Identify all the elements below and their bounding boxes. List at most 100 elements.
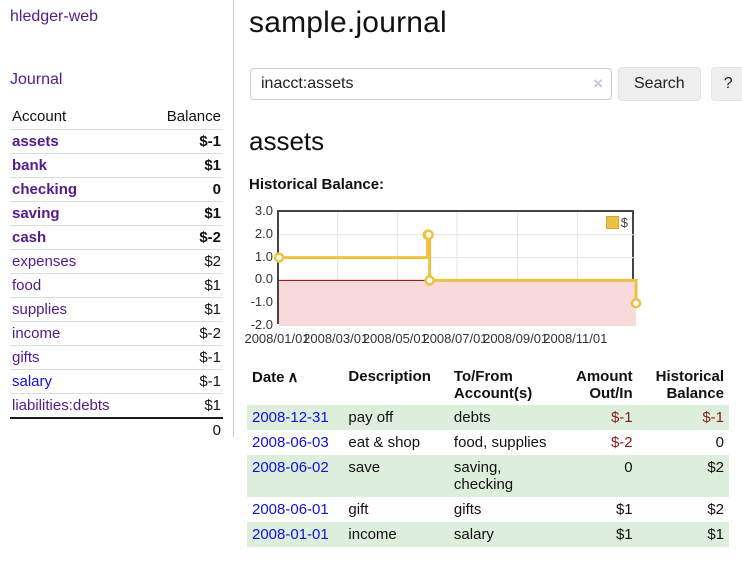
account-balance: 0 (145, 177, 223, 202)
transaction-balance: $2 (707, 459, 724, 476)
accounts-col-account: Account (10, 105, 146, 130)
chart-title: Historical Balance: (249, 176, 385, 193)
transaction-balance: $1 (707, 526, 724, 543)
account-row: liabilities:debts $1 (10, 394, 223, 419)
account-balance: $-2 (145, 321, 223, 346)
transaction-description: eat & shop (348, 434, 421, 451)
register-tbody: 2008-12-31 pay off debts $-1 $-1 2008-06-03 ea… (247, 405, 729, 547)
account-link-gifts[interactable]: gifts (12, 349, 40, 366)
x-axis-tick-label: 2008/11/01 (543, 331, 608, 346)
account-link-cash[interactable]: cash (12, 229, 47, 246)
x-axis-tick-label: 2008/09/01 (483, 331, 549, 346)
account-row: food $1 (10, 273, 223, 298)
account-link-salary[interactable]: salary (12, 373, 53, 390)
account-balance: $1 (145, 297, 223, 322)
register-row: 2008-06-03 eat & shop food, supplies $-2 0 (247, 430, 729, 455)
accounts-col-balance: Balance (145, 105, 223, 130)
account-link-expenses[interactable]: expenses (12, 253, 77, 270)
y-axis-tick-label: 3.0 (254, 203, 273, 218)
account-balance: $-1 (145, 369, 223, 394)
transaction-date-link[interactable]: 2008-06-01 (252, 501, 329, 518)
account-link-food[interactable]: food (12, 277, 42, 294)
account-balance: $-1 (145, 129, 223, 154)
register-col-date[interactable]: Date ∧ (252, 369, 299, 386)
sidebar: hledger-web Journal Account Balance asse… (0, 0, 233, 582)
y-axis-tick-label: -2.0 (250, 317, 273, 332)
chart-plot: $ (273, 210, 642, 326)
register-col-balance: Historical Balance (655, 368, 724, 402)
clear-search-icon[interactable]: × (593, 74, 603, 93)
account-link-assets[interactable]: assets (12, 133, 59, 150)
account-link-saving[interactable]: saving (12, 205, 60, 222)
account-link-bank[interactable]: bank (12, 157, 48, 174)
transaction-description: income (348, 526, 397, 543)
account-row: income $-2 (10, 321, 223, 346)
account-balance: $2 (145, 249, 223, 274)
register-header-row: Date ∧ Description To/From Account(s) Amo… (247, 365, 729, 405)
transaction-description: gift (348, 501, 369, 518)
main-content: sample.journal × Search ? assets Histori… (233, 0, 742, 582)
transaction-accounts: debts (453, 409, 491, 426)
y-axis-tick-label: 0.0 (254, 271, 273, 287)
accounts-tbody: assets $-1 bank $1 checking 0 saving $1 cash $-2 e… (10, 129, 223, 419)
transaction-amount: $1 (615, 526, 633, 543)
search-button[interactable]: Search (618, 67, 701, 101)
transaction-balance: $2 (707, 501, 724, 518)
help-button[interactable]: ? (710, 67, 742, 101)
account-row: saving $1 (10, 201, 223, 226)
legend-label: $ (620, 215, 628, 230)
account-balance: $1 (145, 153, 223, 178)
account-heading: assets (249, 126, 325, 156)
x-axis-tick-label: 2008/03/01 (303, 331, 369, 346)
register-col-amount: Amount Out/In (575, 368, 633, 402)
register-row: 2008-01-01 income salary $1 $1 (247, 522, 729, 547)
accounts-total-row: 0 (10, 417, 223, 442)
accounts-total-value: 0 (145, 417, 223, 442)
x-axis-tick-label: 2008/01/01 (244, 331, 310, 346)
x-axis-tick-label: 2008/05/01 (362, 331, 428, 346)
account-link-income[interactable]: income (12, 325, 61, 342)
account-row: checking 0 (10, 177, 223, 202)
balance-chart: $ 3.0 2.0 1.0 0.0 -1.0 -2.0 2008/01/01 2008/03/… (244, 203, 742, 352)
account-balance: $-1 (145, 345, 223, 370)
transaction-date-link[interactable]: 2008-01-01 (252, 526, 329, 543)
register-row: 2008-06-01 gift gifts $1 $2 (247, 497, 729, 522)
account-balance: $1 (145, 201, 223, 226)
transaction-amount: 0 (624, 459, 633, 476)
transaction-date-link[interactable]: 2008-06-03 (252, 434, 329, 451)
account-row: cash $-2 (10, 225, 223, 250)
legend-swatch-icon (605, 216, 619, 229)
register-col-account: To/From Account(s) (453, 368, 533, 402)
account-link-checking[interactable]: checking (12, 181, 78, 198)
transaction-accounts: saving, checking (453, 459, 514, 493)
sidebar-divider (233, 0, 234, 437)
transaction-description: save (348, 459, 381, 476)
sidebar-item-journal[interactable]: Journal (10, 71, 63, 88)
transaction-date-link[interactable]: 2008-12-31 (252, 409, 329, 426)
search-input[interactable] (250, 68, 612, 100)
transaction-accounts: salary (453, 526, 494, 543)
account-row: gifts $-1 (10, 345, 223, 370)
account-link-liabilities-debts[interactable]: liabilities:debts (12, 397, 110, 414)
transaction-accounts: gifts (453, 501, 482, 518)
account-balance: $-2 (145, 225, 223, 250)
y-axis-tick-label: -1.0 (250, 294, 273, 310)
transaction-description: pay off (348, 409, 394, 426)
account-link-supplies[interactable]: supplies (12, 301, 68, 318)
register-col-description: Description (348, 368, 431, 385)
register-row: 2008-06-02 save saving, checking 0 $2 (247, 455, 729, 497)
account-row: supplies $1 (10, 297, 223, 322)
y-axis-tick-label: 1.0 (254, 248, 273, 264)
app-title-link[interactable]: hledger-web (10, 8, 99, 25)
transaction-amount: $-1 (610, 409, 633, 426)
transaction-balance: $-1 (702, 409, 724, 426)
sort-ascending-icon: ∧ (287, 369, 299, 386)
transaction-date-link[interactable]: 2008-06-02 (252, 459, 329, 476)
transaction-accounts: food, supplies (453, 434, 547, 451)
y-axis-tick-label: 2.0 (254, 225, 273, 241)
transaction-amount: $-2 (610, 434, 633, 451)
account-row: bank $1 (10, 153, 223, 178)
page-title: sample.journal (249, 6, 447, 39)
register-row: 2008-12-31 pay off debts $-1 $-1 (247, 405, 729, 430)
chart-legend: $ (604, 215, 629, 230)
